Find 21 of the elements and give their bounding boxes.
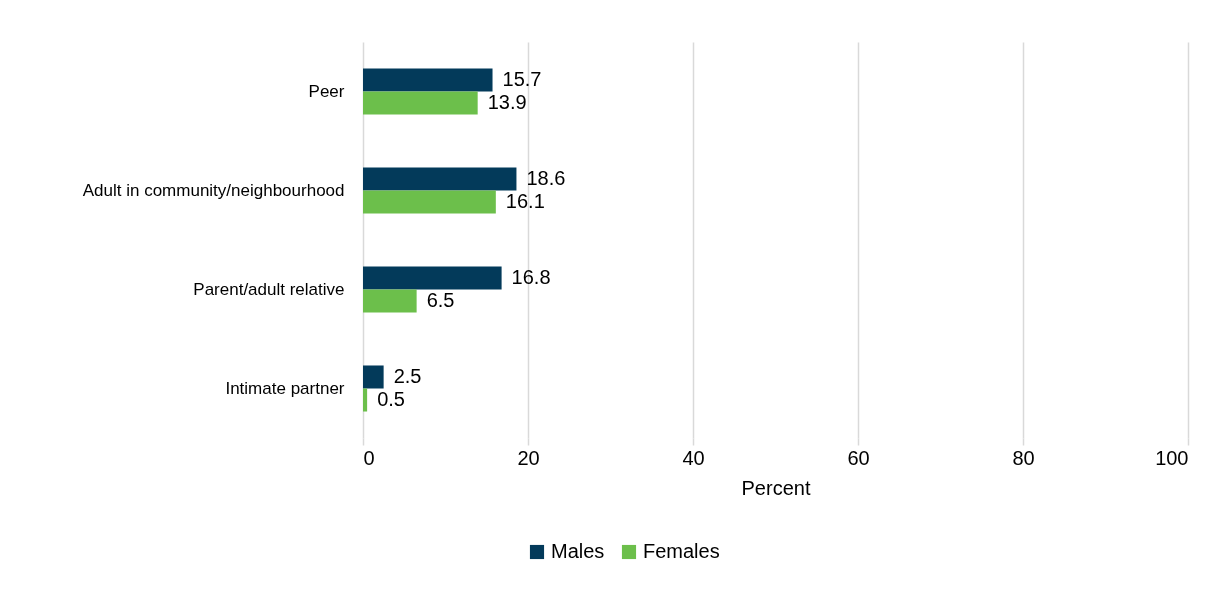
legend-label: Males [551,540,605,562]
y-tick-label: Intimate partner [225,378,345,398]
data-label: 6.5 [426,289,455,312]
y-tick-label: Parent/adult relative [193,279,345,299]
y-tick-label: Adult in community/neighbourhood [82,180,345,200]
x-tick-label: 0 [363,446,375,469]
data-label: 16.8 [511,265,551,288]
x-tick-label: 80 [1012,446,1035,469]
x-tick-label: 100 [1155,446,1189,469]
data-label: 16.1 [505,190,545,213]
data-label: 18.6 [526,166,566,189]
y-tick-label: Peer [308,81,345,101]
x-axis-title: Percent [741,476,811,499]
data-label: 13.9 [487,91,527,114]
x-tick-label: 40 [682,446,705,469]
data-label: 2.5 [393,364,422,387]
data-label: 15.7 [502,67,542,90]
x-tick-label: 20 [517,446,540,469]
x-tick-label: 60 [847,446,870,469]
data-label: 0.5 [377,388,405,411]
legend-label: Females [643,540,720,562]
